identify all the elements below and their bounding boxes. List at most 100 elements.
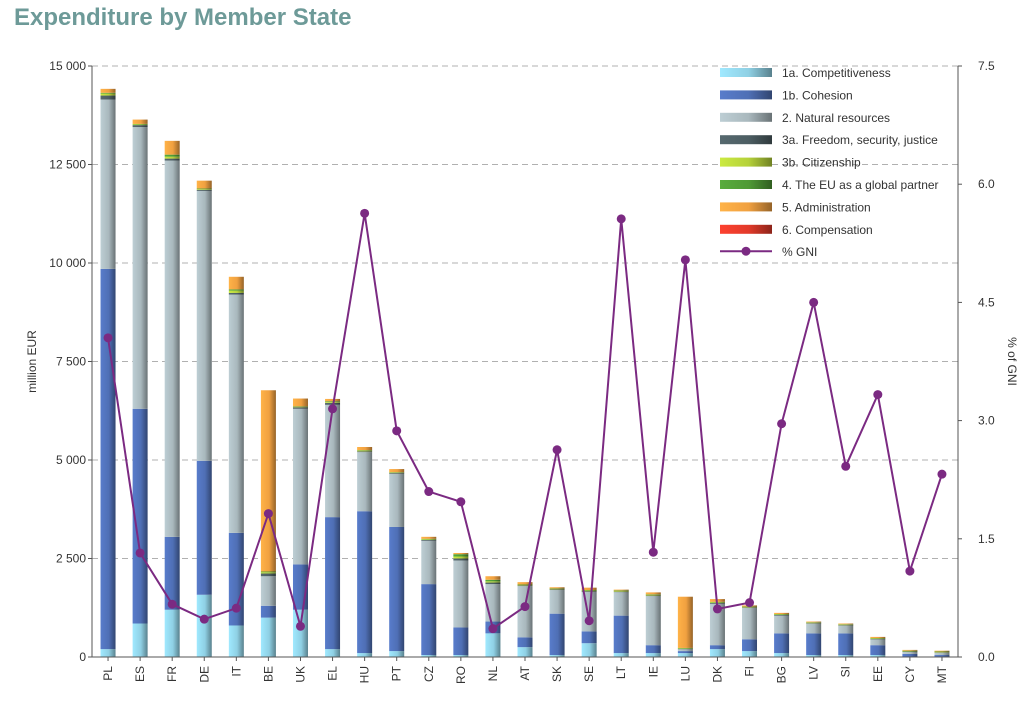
bar-segment	[838, 625, 854, 626]
gni-point	[552, 445, 562, 455]
bar-segment	[581, 590, 597, 591]
gni-point	[199, 614, 209, 624]
bar-segment	[677, 651, 693, 654]
bar-segment	[806, 621, 822, 623]
bar-segment	[132, 124, 148, 126]
gni-point	[841, 461, 851, 471]
bar-segment	[100, 92, 116, 94]
bar-segment	[934, 652, 950, 656]
bar-segment	[196, 594, 212, 657]
bar-segment	[228, 625, 244, 657]
legend-label: 4. The EU as a global partner	[782, 178, 939, 192]
x-tick-label: SK	[550, 666, 564, 682]
bar-segment	[228, 292, 244, 295]
x-tick-label: SE	[582, 666, 596, 682]
bar-segment	[164, 158, 180, 161]
y2-tick-label: 1.5	[978, 532, 995, 546]
bar-segment	[421, 655, 437, 657]
bar-segment	[485, 576, 501, 580]
bar-segment	[421, 539, 437, 540]
bar-segment	[325, 517, 341, 650]
bar-segment	[421, 539, 437, 541]
y2-tick-label: 6.0	[978, 177, 995, 191]
x-tick-label: SI	[839, 666, 853, 677]
bar-segment	[806, 633, 822, 656]
bar-segment	[453, 554, 469, 557]
bar-segment	[132, 623, 148, 657]
bar-segment	[164, 156, 180, 159]
bar-segment	[742, 606, 758, 608]
bar-segment	[774, 614, 790, 615]
bar-segment	[228, 294, 244, 533]
bar-segment	[934, 652, 950, 653]
gni-point	[520, 602, 530, 612]
bar-segment	[902, 651, 918, 652]
legend-line-marker	[741, 246, 751, 256]
bar-segment	[774, 612, 790, 615]
bar-segment	[389, 651, 405, 657]
legend-label: 6. Compensation	[782, 223, 873, 237]
gni-point	[392, 426, 402, 436]
x-tick-label: ES	[133, 666, 147, 682]
bar-segment	[870, 636, 886, 639]
x-tick-label: MT	[935, 665, 949, 683]
bar-segment	[934, 655, 950, 657]
bar-segment	[357, 653, 373, 657]
gni-point	[616, 214, 626, 224]
bar-segment	[870, 638, 886, 640]
bar-segment	[902, 653, 918, 657]
bar-segment	[517, 584, 533, 586]
bar-segment	[613, 653, 629, 657]
gni-point	[263, 509, 273, 519]
bar-segment	[838, 623, 854, 625]
bar-segment	[196, 190, 212, 461]
bar-segment	[228, 532, 244, 626]
bar-segment	[292, 406, 308, 407]
bar-segment	[421, 538, 437, 540]
bar-segment	[132, 127, 148, 409]
bar-segment	[260, 571, 276, 573]
bar-segment	[164, 160, 180, 537]
bar-segment	[870, 639, 886, 646]
gni-point	[937, 469, 947, 479]
legend-swatch	[720, 90, 772, 100]
bar-segment	[613, 615, 629, 654]
x-tick-label: LU	[678, 666, 692, 681]
bar-segment	[100, 88, 116, 93]
bar-segment	[645, 653, 661, 657]
bar-segment	[838, 633, 854, 656]
x-tick-label: BE	[261, 666, 275, 682]
bar-segment	[806, 623, 822, 634]
bar-segment	[196, 188, 212, 190]
bar-segment	[613, 591, 629, 616]
bar-segment	[677, 596, 693, 648]
bar-segment	[389, 472, 405, 474]
bar-segment	[774, 614, 790, 615]
bar-segment	[645, 595, 661, 597]
bar-segment	[517, 586, 533, 638]
bar-segment	[677, 647, 693, 649]
bar-segment	[549, 590, 565, 614]
bar-segment	[421, 540, 437, 585]
bar-segment	[645, 595, 661, 646]
bar-segment	[838, 624, 854, 625]
bar-segment	[325, 404, 341, 518]
bar-segment	[613, 589, 629, 591]
x-tick-label: DK	[710, 666, 724, 683]
y-tick-label: 2 500	[56, 552, 86, 566]
bar-segment	[645, 594, 661, 595]
bar-segment	[677, 649, 693, 652]
bar-segment	[132, 408, 148, 624]
x-tick-label: CZ	[422, 666, 436, 682]
bar-segment	[709, 603, 725, 646]
gni-point	[360, 208, 370, 218]
bar-segment	[357, 451, 373, 453]
x-tick-label: PT	[390, 665, 404, 681]
gni-point	[103, 333, 113, 343]
bar-segment	[357, 452, 373, 512]
bar-segment	[742, 607, 758, 608]
bar-segment	[934, 650, 950, 652]
bar-segment	[806, 622, 822, 623]
gni-point	[712, 604, 722, 614]
bar-segment	[260, 617, 276, 657]
